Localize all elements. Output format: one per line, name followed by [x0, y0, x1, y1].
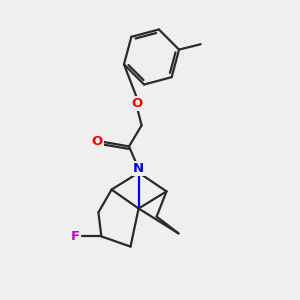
Text: O: O: [131, 97, 142, 110]
Text: N: N: [133, 162, 144, 175]
Text: O: O: [91, 135, 103, 148]
Text: F: F: [71, 230, 80, 243]
